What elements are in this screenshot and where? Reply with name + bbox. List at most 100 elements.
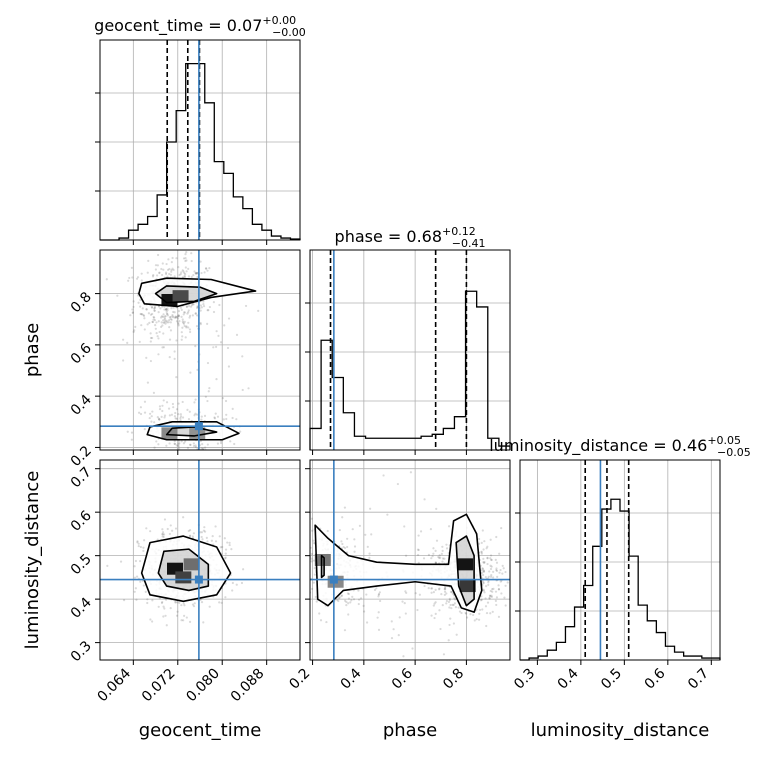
scatter-point: [228, 543, 231, 547]
scatter-point: [157, 305, 161, 308]
scatter-point: [235, 333, 239, 336]
scatter-point: [175, 417, 178, 420]
tick-label-y-luminosity-distance: 0.3: [68, 638, 95, 665]
scatter-point: [460, 611, 463, 615]
scatter-point: [200, 535, 203, 539]
scatter-point: [218, 303, 221, 307]
scatter-point: [416, 548, 420, 551]
scatter-point: [359, 597, 363, 600]
scatter-point: [220, 601, 223, 604]
scatter-point: [186, 446, 190, 449]
scatter-point: [119, 560, 123, 563]
scatter-point: [169, 273, 173, 276]
scatter-point: [443, 590, 447, 593]
tick-label-x-phase: 0.4: [338, 665, 365, 692]
scatter-point: [286, 557, 288, 559]
scatter-point: [201, 443, 204, 446]
scatter-point: [453, 602, 456, 605]
scatter-point: [233, 442, 236, 446]
scatter-point: [182, 322, 186, 325]
scatter-point: [443, 588, 446, 591]
scatter-point: [487, 583, 490, 586]
scatter-point: [205, 267, 208, 270]
scatter-point: [340, 595, 343, 598]
histogram-phase: [309, 290, 511, 450]
scatter-point: [171, 315, 174, 318]
scatter-point: [336, 598, 339, 601]
scatter-point: [211, 534, 214, 538]
scatter-point: [218, 601, 221, 604]
scatter-point: [176, 317, 180, 320]
scatter-point: [180, 271, 183, 274]
scatter-point: [157, 320, 160, 323]
scatter-point: [183, 311, 187, 314]
scatter-point: [170, 307, 173, 310]
scatter-point: [156, 253, 160, 257]
scatter-point: [207, 309, 210, 312]
scatter-point: [163, 414, 167, 417]
scatter-point: [153, 452, 155, 454]
scatter-point: [224, 557, 227, 560]
scatter-point: [203, 414, 207, 417]
scatter-point: [194, 272, 197, 275]
scatter-point: [177, 443, 180, 446]
tick-label-x-phase: 0.8: [440, 666, 467, 693]
contour-inner: [455, 535, 475, 607]
phase-title-minus: −0.41: [452, 237, 486, 250]
scatter-point: [490, 594, 493, 597]
scatter-point: [140, 324, 143, 327]
scatter-point: [172, 310, 175, 314]
scatter-point: [478, 608, 482, 612]
scatter-point: [170, 413, 174, 416]
scatter-point: [143, 328, 146, 331]
scatter-point: [199, 323, 202, 326]
scatter-point: [146, 323, 149, 326]
contour-outer: [140, 535, 232, 603]
scatter-point: [164, 614, 167, 617]
scatter-point: [185, 616, 188, 619]
scatter-point: [213, 416, 216, 419]
scatter-point: [160, 321, 163, 324]
scatter-point: [377, 593, 380, 596]
scatter-point: [185, 325, 188, 328]
scatter-point: [185, 305, 189, 308]
scatter-point: [204, 267, 208, 270]
scatter-point: [211, 462, 213, 464]
scatter-point: [183, 275, 187, 279]
scatter-point: [422, 557, 426, 560]
scatter-point: [223, 324, 226, 327]
scatter-point: [444, 587, 447, 590]
scatter-point: [169, 317, 172, 321]
scatter-point: [173, 350, 176, 353]
scatter-point: [375, 587, 378, 590]
x-axis-label-geocent-time: geocent_time: [139, 720, 262, 741]
scatter-point: [189, 443, 192, 447]
scatter-point: [341, 516, 344, 519]
scatter-point: [161, 409, 164, 413]
scatter-point: [484, 597, 487, 600]
scatter-point: [181, 416, 185, 419]
scatter-point: [445, 547, 449, 550]
scatter-point: [448, 597, 451, 600]
scatter-point: [187, 529, 190, 533]
scatter-point: [191, 603, 195, 606]
scatter-point: [449, 590, 453, 593]
scatter-point: [152, 391, 156, 394]
scatter-point: [244, 304, 248, 308]
scatter-point: [177, 413, 180, 416]
scatter-point: [204, 395, 207, 398]
scatter-point: [224, 552, 227, 555]
scatter-point: [142, 584, 145, 587]
scatter-point: [184, 273, 187, 276]
scatter-point: [176, 610, 179, 613]
scatter-point: [303, 578, 305, 580]
scatter-point: [181, 326, 184, 329]
scatter-point: [165, 312, 169, 315]
hist-panel-geocent-time: [95, 39, 301, 245]
scatter-point: [187, 275, 191, 278]
scatter-point: [303, 587, 305, 589]
scatter-point: [432, 604, 435, 607]
scatter-point: [162, 533, 166, 536]
scatter-point: [178, 319, 181, 323]
scatter-point: [224, 596, 227, 599]
